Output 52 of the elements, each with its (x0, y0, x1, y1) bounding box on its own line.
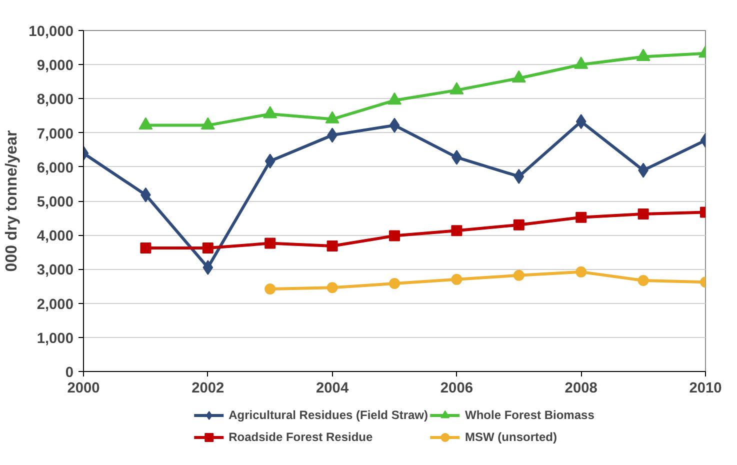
point (140, 242, 152, 254)
point (574, 56, 588, 69)
point (389, 278, 400, 290)
point (576, 212, 587, 223)
point (512, 70, 526, 82)
legend-label: Roadside Forest Residue (228, 430, 373, 444)
x-tick-label: 2004 (316, 380, 350, 396)
point (638, 208, 649, 220)
y-tick-label: 0 (65, 365, 74, 381)
point (200, 117, 215, 130)
point (451, 274, 462, 285)
y-tick-label: 10,000 (28, 24, 74, 40)
y-tick-label: 9,000 (36, 58, 74, 74)
point (638, 274, 649, 286)
y-tick-label: 2,000 (36, 296, 74, 313)
point (514, 168, 524, 184)
point (202, 242, 214, 254)
point (202, 260, 214, 275)
point (576, 114, 586, 130)
point (326, 282, 338, 294)
point (636, 48, 650, 62)
y-tick-label: 3,000 (36, 262, 74, 279)
legend-label: Agricultural Residues (Field Straw) (228, 408, 428, 422)
point (388, 92, 402, 105)
point (325, 111, 340, 124)
x-tick-label: 2002 (192, 380, 224, 396)
point (451, 225, 462, 236)
legend-label: Whole Forest Biomass (465, 408, 594, 422)
point (138, 117, 153, 130)
y-tick-label: 4,000 (36, 228, 74, 245)
point (263, 106, 278, 118)
x-tick-label: 2006 (440, 380, 474, 396)
point (389, 118, 400, 133)
y-tick-label: 1,000 (36, 330, 74, 347)
legend-label: MSW (unsorted) (465, 430, 558, 444)
y-tick-label: 5,000 (36, 194, 74, 210)
y-tick-label: 7,000 (36, 126, 74, 142)
point (576, 266, 587, 278)
point (513, 219, 524, 230)
point (264, 238, 276, 249)
point (264, 283, 276, 294)
x-tick-label: 2010 (689, 380, 722, 396)
y-tick-label: 8,000 (36, 92, 74, 108)
x-tick-label: 2008 (564, 380, 598, 396)
x-tick-label: 2000 (67, 380, 100, 396)
y-axis-title: 000 dry tonne/year (4, 130, 21, 272)
point (326, 240, 338, 252)
y-tick-label: 6,000 (36, 160, 74, 176)
point (513, 270, 524, 281)
point (389, 230, 400, 242)
point (264, 154, 276, 169)
point (450, 82, 464, 94)
